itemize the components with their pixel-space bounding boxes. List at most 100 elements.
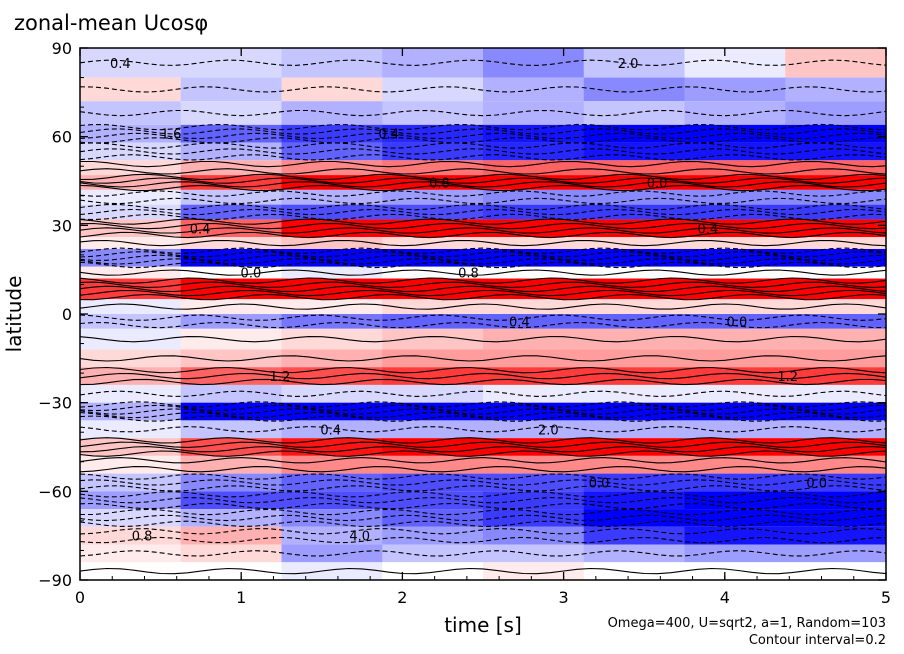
contour-cell — [483, 491, 585, 510]
contour-cell — [583, 189, 686, 205]
contour-line — [79, 426, 887, 433]
contour-cell — [583, 420, 686, 439]
contour-line — [80, 160, 887, 168]
x-tick-label: 5 — [881, 588, 891, 607]
contour-cell — [785, 299, 887, 314]
contour-cell — [684, 491, 786, 510]
contour-cell — [785, 491, 887, 510]
contour-cell — [80, 278, 182, 300]
contour-label-layer: 0.4 0.4 0.0 0.4 0.8 0.0 1.2 2.0 0.0 4.0 2.0 1.6 0.8 0… — [110, 57, 827, 545]
contour-line — [79, 485, 887, 492]
contour-line — [79, 411, 887, 419]
contour-cell — [281, 48, 383, 78]
contour-label: 0.4 — [190, 222, 211, 237]
contour-line — [79, 203, 887, 211]
contour-cell — [583, 77, 686, 102]
contour-cell — [785, 562, 887, 580]
contour-line — [79, 466, 887, 473]
contour-label: 1.2 — [777, 370, 798, 385]
contour-cell — [483, 299, 585, 314]
contour-cell — [80, 328, 182, 350]
contour-line — [79, 277, 887, 284]
contour-line — [79, 59, 887, 66]
contour-line — [79, 479, 887, 486]
contour-line — [79, 372, 887, 380]
contour-cell — [785, 101, 887, 125]
contour-cell — [483, 142, 585, 161]
contour-line — [79, 536, 887, 544]
contour-cell — [785, 473, 887, 492]
contour-cell — [684, 142, 786, 161]
contour-label: 4.0 — [349, 530, 370, 545]
contour-cell — [583, 204, 686, 220]
contour-cell — [281, 455, 383, 474]
contour-label: 1.2 — [270, 370, 291, 385]
contour-line — [79, 321, 887, 329]
contour-line — [79, 285, 887, 293]
contour-line — [79, 502, 887, 510]
contour-cell — [483, 77, 585, 102]
contour-line — [79, 218, 887, 225]
contour-line — [79, 514, 887, 522]
contour-label: 2.0 — [618, 57, 639, 72]
y-tick-label: 30 — [52, 216, 72, 235]
x-tick-label: 1 — [236, 588, 246, 607]
contour-line — [79, 181, 887, 188]
contour-cell — [583, 509, 686, 527]
contour-cell — [785, 544, 887, 563]
contour-cell — [80, 509, 182, 527]
contour-line — [79, 314, 887, 321]
contour-line — [79, 168, 887, 175]
contour-cell — [382, 314, 484, 329]
contour-cell — [382, 266, 484, 279]
contour-label: 0.0 — [589, 477, 610, 492]
contour-cell — [180, 101, 283, 125]
contour-cell — [382, 299, 484, 314]
contour-cell — [583, 455, 686, 474]
contour-cell — [180, 237, 283, 249]
contour-cell — [281, 266, 383, 279]
contour-cell — [180, 420, 283, 439]
contour-cell — [785, 48, 887, 78]
contour-cell — [583, 48, 686, 78]
contour-cell — [281, 349, 383, 368]
contour-cell — [80, 189, 182, 205]
contour-cell — [483, 328, 585, 350]
contour-line — [79, 208, 887, 216]
contour-cell — [80, 314, 182, 329]
contour-line — [79, 491, 887, 498]
contour-cell — [785, 384, 887, 403]
contour-cell — [180, 124, 283, 143]
contour-line — [79, 437, 887, 444]
contour-cell — [180, 455, 283, 474]
contour-line — [79, 528, 887, 535]
contour-cell — [785, 77, 887, 102]
contour-label: 2.0 — [538, 423, 559, 438]
contour-cell — [382, 189, 484, 205]
contour-cell — [684, 101, 786, 125]
contour-line — [79, 247, 887, 254]
contour-cell — [80, 101, 182, 125]
contour-line — [79, 404, 886, 412]
contour-cell — [180, 189, 283, 205]
contour-line — [79, 303, 887, 310]
contour-line — [79, 335, 887, 343]
contour-cell — [483, 526, 585, 545]
contour-label: 0.8 — [429, 177, 450, 192]
contour-label: 0.8 — [132, 530, 153, 545]
contour-line — [79, 390, 887, 397]
contour-line — [79, 197, 887, 205]
contour-cell — [80, 299, 182, 314]
contour-cell — [281, 420, 383, 439]
y-tick-label: 90 — [52, 39, 72, 58]
contour-cell — [80, 544, 182, 563]
contour-cell — [785, 142, 887, 161]
contour-cell — [483, 349, 585, 368]
contour-cell — [684, 204, 786, 220]
contour-cell — [583, 248, 686, 267]
contour-line — [79, 86, 887, 93]
contour-cell — [281, 544, 383, 563]
contour-cell — [483, 266, 585, 279]
contour-cell — [684, 349, 786, 368]
contour-line — [79, 567, 887, 575]
